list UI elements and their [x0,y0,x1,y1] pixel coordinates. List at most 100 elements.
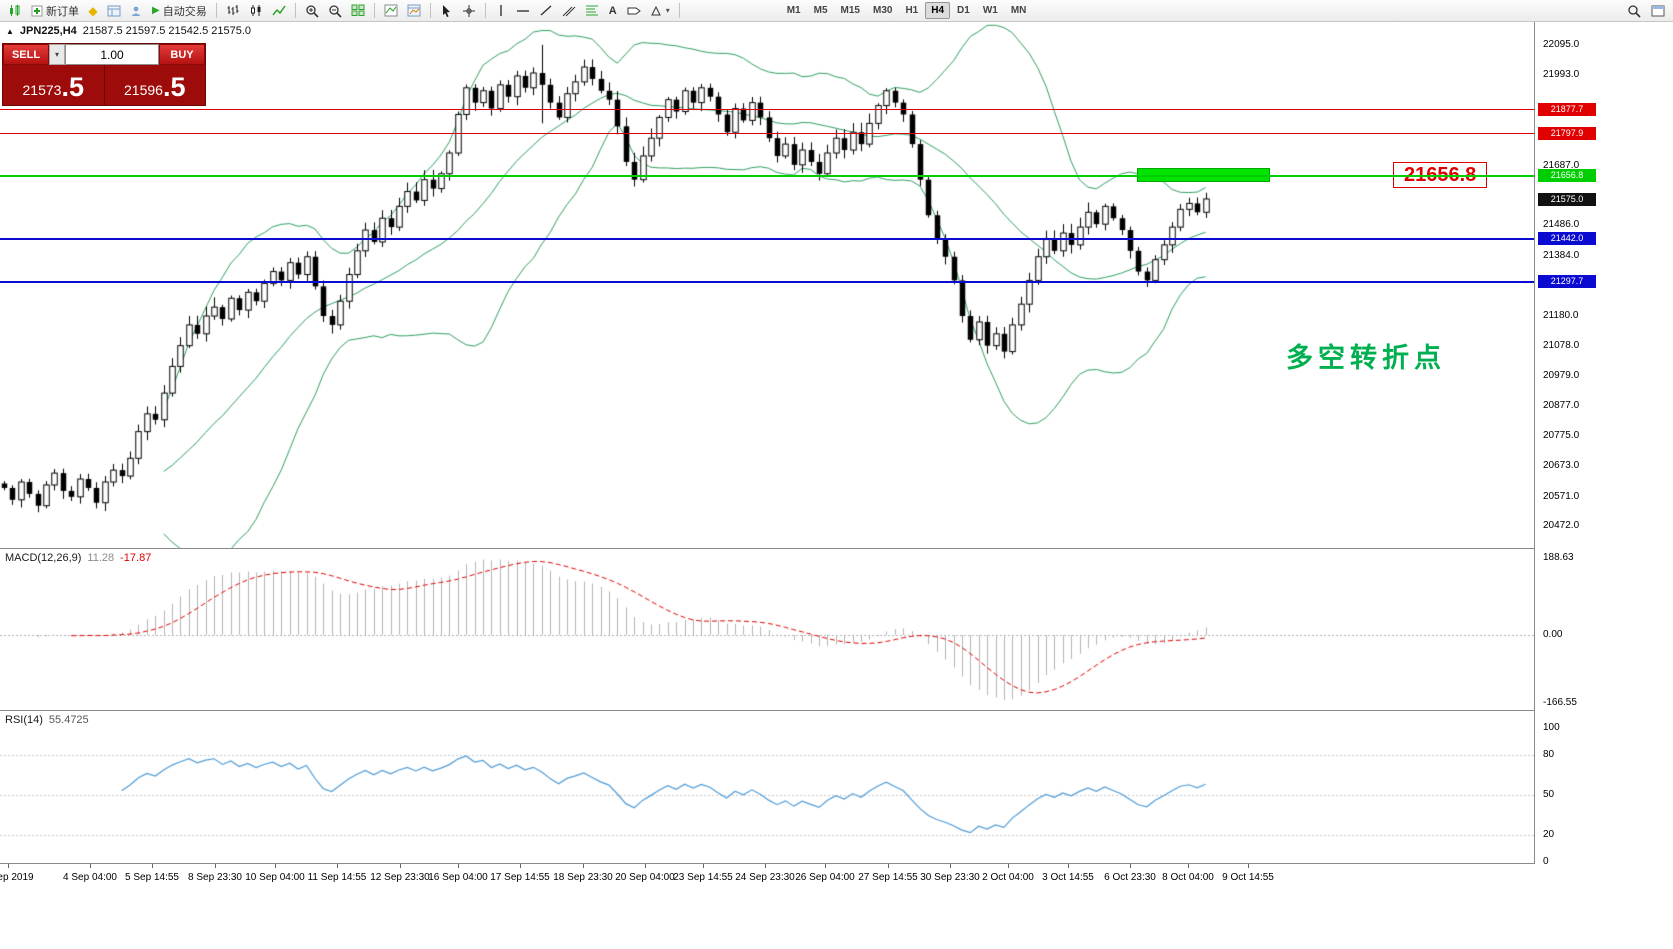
price-chart-pane[interactable]: ▲ JPN225,H4 21587.5 21597.5 21542.5 2157… [0,22,1534,549]
autotrading-button[interactable]: ▶ 自动交易 [148,2,211,20]
macd-axis-label: -166.55 [1543,697,1577,708]
market-watch-icon[interactable] [103,2,125,20]
time-axis-tick [703,864,704,868]
tf-h4-button[interactable]: H4 [925,2,951,19]
time-axis-tick [458,864,459,868]
buy-price[interactable]: 21596.5 [105,65,206,105]
rsi-label: RSI(14) 55.4725 [5,714,89,726]
horizontal-level-line-21797.9[interactable] [0,133,1534,134]
macd-name: MACD(12,26,9) [5,552,82,564]
toolbar-separator [429,3,431,18]
text-tool-icon[interactable]: A [608,4,617,17]
chart-symbol-label: ▲ JPN225,H4 21587.5 21597.5 21542.5 2157… [6,25,251,37]
time-axis-label: 26 Sep 04:00 [795,872,855,883]
time-axis-tick [8,864,9,868]
rsi-axis-label: 80 [1543,749,1555,760]
rsi-indicator-pane[interactable]: RSI(14) 55.4725 [0,711,1534,864]
buy-button[interactable]: BUY [159,44,205,65]
shapes-dropdown-icon[interactable]: ▾ [646,2,674,20]
time-axis-tick [275,864,276,868]
sell-price[interactable]: 21573.5 [3,65,105,105]
price-axis-label: 20673.0 [1543,460,1580,471]
rsi-name: RSI(14) [5,714,43,726]
time-axis-tick [583,864,584,868]
macd-label: MACD(12,26,9) 11.28 -17.87 [5,552,151,564]
time-axis-tick [1188,864,1189,868]
new-order-button[interactable]: 新订单 [27,2,83,20]
new-window-icon[interactable] [1647,2,1669,20]
macd-chart-canvas[interactable] [0,549,1534,710]
play-icon: ▶ [152,5,160,16]
indicators-icon[interactable] [380,2,402,20]
trendline-tool-icon[interactable] [535,2,557,20]
volume-input[interactable] [65,44,159,65]
sell-button[interactable]: SELL [3,44,49,65]
rsi-axis-label: 100 [1543,722,1560,733]
line-chart-type-icon[interactable] [268,2,290,20]
cursor-icon[interactable] [436,2,457,20]
zoom-in-icon[interactable] [301,2,323,20]
price-axis-label: 20877.0 [1543,400,1580,411]
price-axis-label: 21687.0 [1543,160,1580,171]
ohlc-values: 21587.5 21597.5 21542.5 21575.0 [82,25,252,37]
time-axis-label: 30 Sep 23:30 [920,872,980,883]
tf-w1-button[interactable]: W1 [982,5,998,16]
templates-icon[interactable] [403,2,425,20]
volume-dropdown-button[interactable]: ▾ [49,44,65,65]
tf-m15-button[interactable]: M15 [840,5,860,16]
buy-price-frac: .5 [162,72,186,102]
vertical-line-tool-icon[interactable] [491,2,511,20]
crosshair-icon[interactable] [458,2,480,20]
candlestick-chart-type-icon[interactable] [245,2,267,20]
tf-m5-button[interactable]: M5 [813,5,828,16]
time-axis[interactable]: 2 Sep 2019 4 Sep 04:00 5 Sep 14:55 8 Sep 23… [0,864,1673,949]
zoom-out-icon[interactable] [324,2,346,20]
tf-mn-button[interactable]: MN [1010,5,1027,16]
time-axis-tick [520,864,521,868]
rsi-chart-canvas[interactable] [0,711,1534,863]
time-axis-tick [90,864,91,868]
label-tool-icon[interactable] [623,2,645,20]
tf-m1-button[interactable]: M1 [786,5,801,16]
time-axis-tick [1248,864,1249,868]
time-axis-label: 20 Sep 04:00 [615,872,675,883]
candlestick-chart-canvas[interactable] [0,22,1534,548]
horizontal-level-line-21442.0[interactable] [0,238,1534,240]
timeframe-group: M1 M5 M15 M30 H1 H4 D1 W1 MN [781,2,1033,19]
horizontal-level-line-21877.7[interactable] [0,109,1534,110]
tf-m30-button[interactable]: M30 [872,5,893,16]
sell-price-main: 21573 [22,82,62,98]
tf-h1-button[interactable]: H1 [905,5,919,16]
price-axis-label: 22095.0 [1543,39,1580,50]
price-level-tag: 21297.7 [1538,275,1596,288]
price-level-tag: 21797.9 [1538,127,1596,140]
time-axis-tick [152,864,153,868]
tile-windows-icon[interactable] [347,2,369,20]
time-axis-label: 9 Oct 14:55 [1222,872,1274,883]
time-axis-label: 8 Oct 04:00 [1162,872,1214,883]
price-level-tag: 21656.8 [1538,169,1596,182]
time-axis-tick [1008,864,1009,868]
time-axis-tick [1068,864,1069,868]
time-axis-tick [825,864,826,868]
horizontal-level-line-21656.8[interactable] [0,175,1534,177]
horizontal-level-line-21297.7[interactable] [0,281,1534,283]
time-axis-label: 12 Sep 23:30 [370,872,430,883]
tf-d1-button[interactable]: D1 [957,5,970,16]
favorites-icon[interactable]: ◆ [88,3,98,18]
search-icon[interactable] [1623,2,1645,20]
buy-price-main: 21596 [124,82,163,98]
time-axis-tick [645,864,646,868]
bars-chart-type-icon[interactable] [222,2,244,20]
price-axis[interactable]: 22095.0 21993.0 21687.0 21486.0 21384.0 21180… [1534,22,1673,867]
community-icon[interactable] [126,2,147,20]
macd-indicator-pane[interactable]: MACD(12,26,9) 11.28 -17.87 [0,549,1534,711]
app-chart-icon[interactable] [4,2,26,20]
horizontal-line-tool-icon[interactable] [512,2,534,20]
fibonacci-tool-icon[interactable] [581,2,603,20]
time-axis-tick [215,864,216,868]
channel-tool-icon[interactable] [558,2,580,20]
price-axis-label: 21078.0 [1543,340,1580,351]
price-axis-label: 20979.0 [1543,370,1580,381]
time-axis-label: 4 Sep 04:00 [63,872,117,883]
